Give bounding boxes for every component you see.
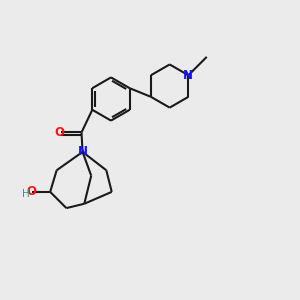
Text: N: N [183, 69, 194, 82]
Text: O: O [26, 185, 36, 198]
Text: O: O [55, 126, 65, 139]
Text: H: H [22, 189, 30, 199]
Text: N: N [78, 146, 88, 158]
